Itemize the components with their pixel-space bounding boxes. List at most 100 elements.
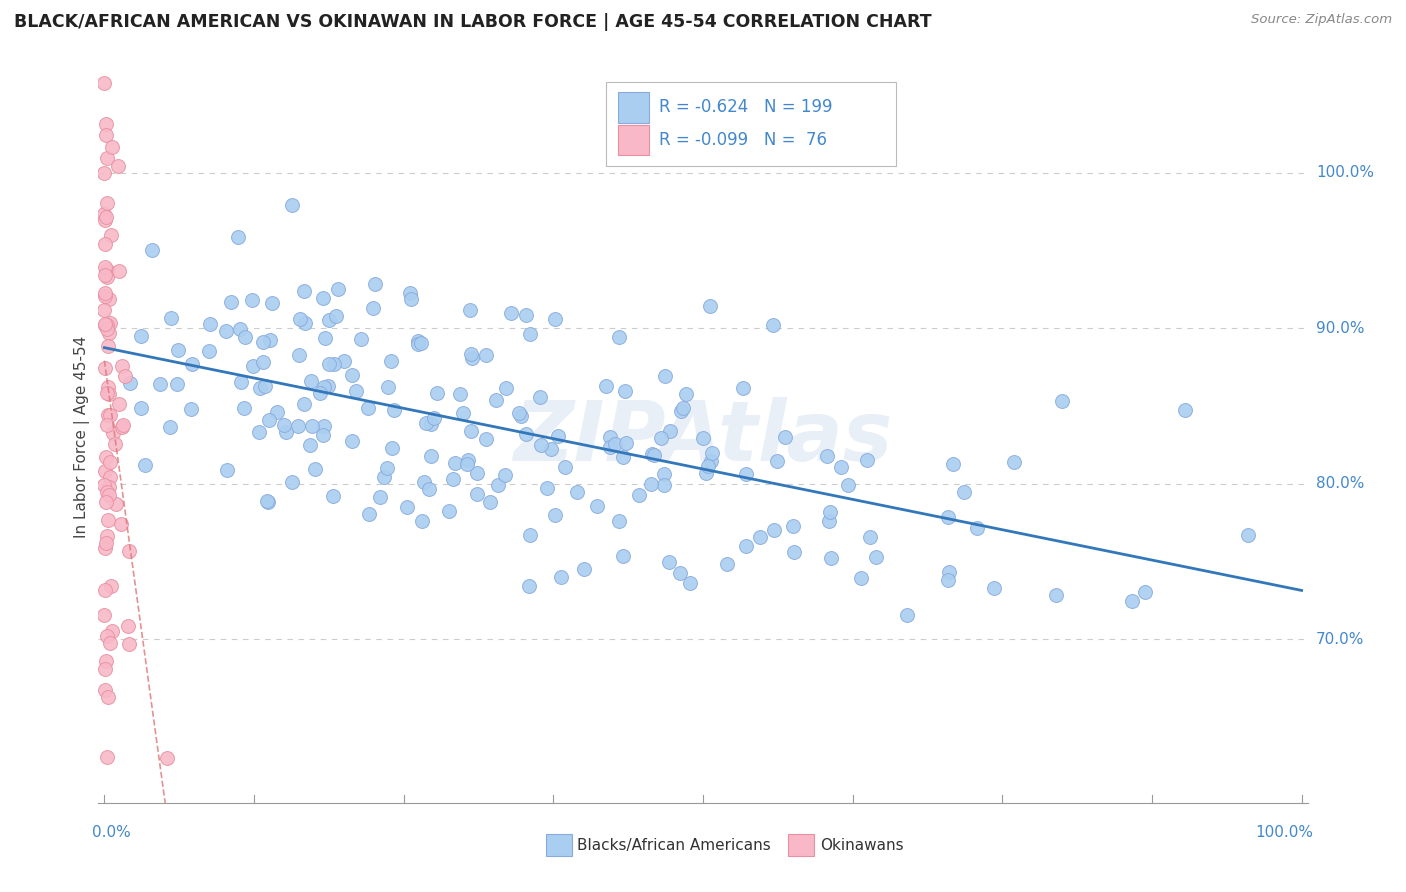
Point [97,380,120,394]
Point [399,285,422,300]
Point [865,549,887,564]
Point [411,336,433,351]
Point [256,494,278,508]
Point [449,387,471,401]
Point [460,351,482,365]
Point [457,453,479,467]
Y-axis label: In Labor Force | Age 45-54: In Labor Force | Age 45-54 [75,336,90,538]
Point [375,460,398,475]
Point [697,459,720,474]
Point [494,468,516,483]
Text: 70.0%: 70.0% [1316,632,1364,647]
Point [108,397,131,411]
Point [659,424,682,438]
Point [215,463,238,477]
Point [444,456,467,470]
Point [547,428,569,442]
Point [96,318,118,333]
Point [627,488,650,502]
Point [233,330,256,344]
Point [166,343,188,358]
Point [219,294,242,309]
Point [859,530,882,544]
FancyBboxPatch shape [606,82,897,167]
Point [259,333,281,347]
Point [97,514,120,528]
Point [323,357,346,371]
Point [96,750,118,764]
Point [93,166,115,180]
Point [603,437,626,451]
Point [301,419,323,434]
Point [607,329,630,343]
Point [94,268,117,282]
Point [117,619,139,633]
Point [1045,588,1067,602]
Point [420,449,443,463]
Point [247,425,270,439]
Point [650,431,672,445]
Point [333,354,356,368]
Point [607,514,630,528]
Point [1121,594,1143,608]
Point [350,332,373,346]
Point [215,324,238,338]
Point [226,229,249,244]
Point [849,571,872,585]
Point [486,478,509,492]
Point [377,380,399,394]
Point [156,751,179,765]
Point [657,555,679,569]
Point [314,419,336,434]
Point [198,344,221,359]
FancyBboxPatch shape [619,125,648,155]
Point [423,411,446,425]
Point [896,608,918,623]
Point [702,445,724,459]
Text: 0.0%: 0.0% [93,825,131,839]
Point [675,387,697,401]
Point [748,530,770,544]
Point [93,303,115,318]
Point [599,430,621,444]
Point [96,263,118,277]
Point [98,488,121,502]
Point [953,484,976,499]
Point [298,438,321,452]
Point [266,405,288,419]
Point [775,430,797,444]
Point [671,404,693,418]
Point [508,406,530,420]
Point [699,299,721,313]
Point [148,377,170,392]
Point [252,334,274,349]
Point [478,495,501,509]
Point [98,480,121,494]
Point [118,637,141,651]
Point [249,381,271,395]
Point [340,368,363,383]
Point [96,322,118,336]
Point [612,450,634,464]
Point [318,313,340,327]
Point [554,459,576,474]
Point [716,557,738,571]
Point [160,311,183,326]
Point [309,385,332,400]
Text: Source: ZipAtlas.com: Source: ZipAtlas.com [1251,13,1392,27]
Point [1174,403,1197,417]
Point [361,301,384,315]
Point [515,427,537,442]
Point [104,437,127,451]
Point [110,516,132,531]
Point [280,198,302,212]
FancyBboxPatch shape [546,834,572,856]
Point [735,539,758,553]
Point [1052,393,1074,408]
Text: Okinawans: Okinawans [820,838,904,853]
Point [294,316,316,330]
Point [652,477,675,491]
Point [304,462,326,476]
Text: R = -0.624   N = 199: R = -0.624 N = 199 [659,98,832,116]
Point [460,424,482,438]
